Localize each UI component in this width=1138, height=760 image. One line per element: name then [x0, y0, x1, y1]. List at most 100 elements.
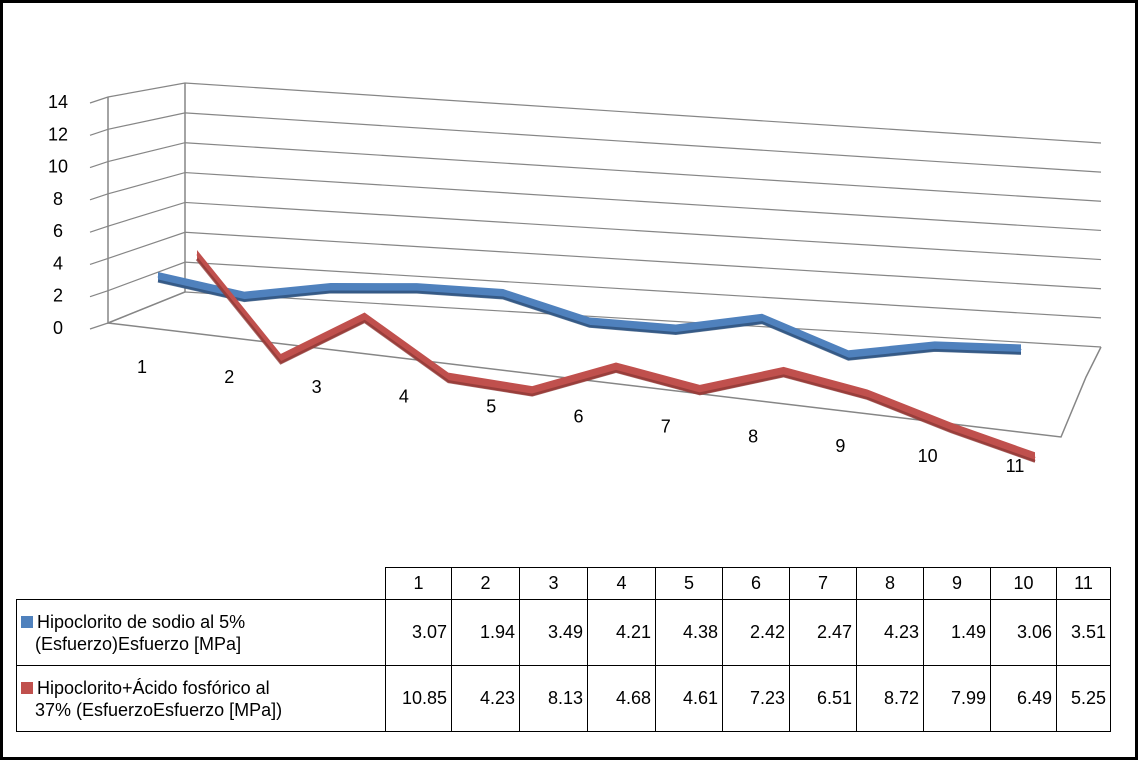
table-cell: 4.21 [587, 599, 656, 666]
x-axis-ticks: 1 2 3 4 5 6 7 8 9 10 11 [137, 357, 1024, 476]
data-point [502, 293, 504, 295]
y-tick-label: 6 [53, 221, 63, 241]
data-point [280, 358, 282, 360]
series-legend-cell: Hipoclorito de sodio al 5% (Esfuerzo)Esfu… [16, 599, 386, 666]
data-point [675, 329, 677, 330]
x-tick-label: 10 [918, 446, 938, 466]
data-point [761, 318, 763, 320]
data-point [866, 393, 868, 395]
data-point [157, 276, 159, 278]
gridline [89, 171, 1102, 232]
table-column-header: 8 [856, 567, 924, 600]
floor-edge [107, 322, 1102, 438]
legend-key [21, 681, 33, 694]
data-point [783, 371, 785, 373]
table-cell: 1.49 [923, 599, 991, 666]
data-point [364, 317, 366, 319]
table-cell: 4.23 [856, 599, 924, 666]
table-cell: 4.38 [655, 599, 723, 666]
table-cell: 7.99 [923, 665, 991, 732]
series-1 [157, 272, 1022, 361]
y-tick-label: 12 [48, 124, 68, 144]
table-cell: 3.51 [1056, 599, 1111, 666]
x-tick-label: 8 [748, 426, 758, 446]
table-row: Hipoclorito de sodio al 5% (Esfuerzo)Esfu… [16, 599, 1111, 666]
data-point [196, 254, 198, 256]
data-point [447, 377, 449, 379]
x-tick-label: 1 [137, 357, 147, 377]
series-ribbon [197, 250, 1035, 463]
table-cell: 2.42 [722, 599, 790, 666]
table-column-header: 3 [519, 567, 588, 600]
data-point [589, 321, 590, 323]
data-point [243, 296, 245, 298]
series-2 [195, 250, 1036, 463]
data-point [950, 427, 952, 429]
data-point [699, 389, 701, 391]
table-cell: 3.06 [990, 599, 1057, 666]
data-point [847, 354, 849, 356]
gridline [89, 112, 1102, 173]
chart-walls [107, 83, 1102, 438]
y-tick-label: 0 [53, 318, 63, 338]
table-cell: 4.61 [655, 665, 723, 732]
table-column-header: 4 [587, 567, 656, 600]
y-tick-label: 10 [48, 157, 68, 177]
data-point [531, 390, 533, 392]
data-point [1034, 456, 1036, 458]
data-point [1020, 348, 1022, 350]
table-cell: 5.25 [1056, 665, 1111, 732]
table-cell: 4.68 [587, 665, 656, 732]
table-cell: 7.23 [722, 665, 790, 732]
x-tick-label: 9 [835, 436, 845, 456]
table-cell: 6.49 [990, 665, 1057, 732]
table-column-header: 11 [1056, 567, 1111, 600]
y-tick-label: 2 [53, 286, 63, 306]
x-tick-label: 2 [224, 367, 234, 387]
table-column-header: 10 [990, 567, 1057, 600]
series-name-line: 37% (EsfuerzoEsfuerzo [MPa]) [35, 699, 283, 720]
series-ribbon-shade [157, 279, 1022, 361]
table-cell: 10.85 [385, 665, 452, 732]
data-point [330, 287, 332, 289]
table-row: Hipoclorito+Ácido fosfórico al 37% (Esfue… [16, 665, 1111, 732]
data-point [416, 287, 418, 289]
gridline [89, 82, 1102, 144]
gridline [89, 261, 1102, 319]
series-legend-cell: Hipoclorito+Ácido fosfórico al 37% (Esfue… [16, 665, 386, 732]
table-column-header: 1 [385, 567, 452, 600]
table-cell: 4.23 [451, 665, 520, 732]
series-ribbon-shade [195, 258, 1036, 463]
series-name-line: Hipoclorito de sodio al 5% [37, 611, 246, 632]
table-column-header: 7 [789, 567, 857, 600]
data-table: 1 2 3 4 5 6 7 8 9 10 11 Hipoclorito de sodio al 5%(… [16, 567, 1111, 732]
series-name-line: Hipoclorito+Ácido fosfórico al [37, 677, 270, 698]
table-header-row: 1 2 3 4 5 6 7 8 9 10 11 [17, 567, 1111, 600]
table-cell: 3.07 [385, 599, 452, 666]
gridline [89, 291, 1102, 348]
table-cell: 3.49 [519, 599, 588, 666]
y-tick-label: 4 [53, 253, 63, 273]
y-axis-ticks: 0 2 4 6 8 10 12 14 [48, 92, 68, 338]
gridline [89, 231, 1102, 290]
chart-series [157, 250, 1036, 463]
table-column-header: 6 [722, 567, 790, 600]
table-column-header: 5 [655, 567, 723, 600]
gridline [89, 142, 1102, 202]
x-tick-label: 7 [661, 416, 671, 436]
table-column-header: 2 [451, 567, 520, 600]
table-cell: 8.72 [856, 665, 924, 732]
x-tick-label: 3 [312, 377, 322, 397]
table-cell: 1.94 [451, 599, 520, 666]
table-corner [17, 568, 386, 600]
x-tick-label: 6 [573, 407, 583, 427]
x-tick-label: 5 [486, 397, 496, 417]
series-ribbon [158, 272, 1021, 361]
data-point [615, 366, 617, 368]
series-name-line: (Esfuerzo)Esfuerzo [MPa] [35, 633, 242, 654]
y-tick-label: 14 [48, 92, 68, 112]
x-tick-label: 11 [1006, 456, 1025, 476]
data-point [934, 345, 936, 347]
y-tick-label: 8 [53, 189, 63, 209]
